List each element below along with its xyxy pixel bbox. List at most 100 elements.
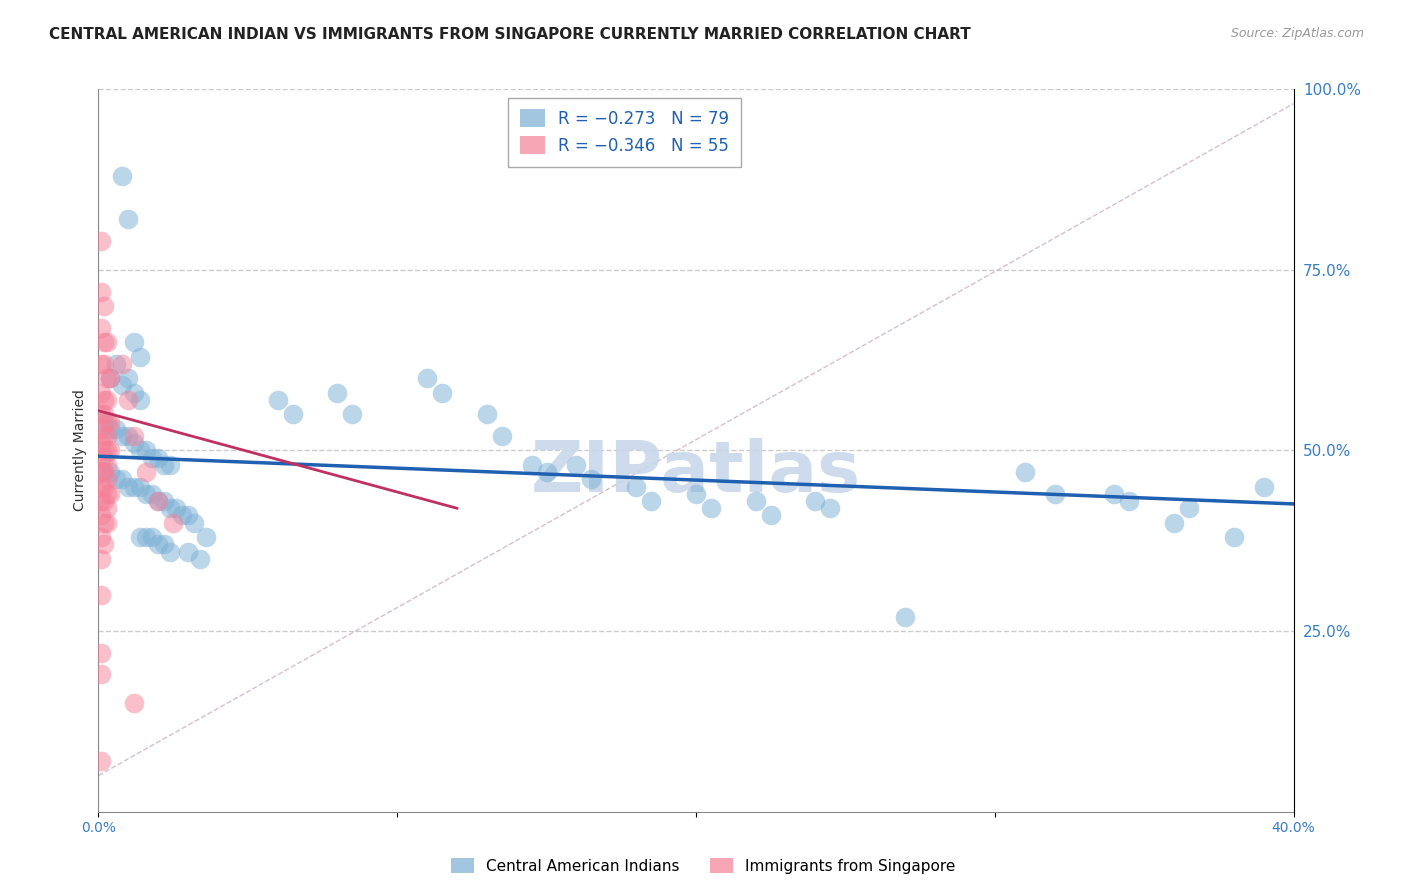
Point <box>894 609 917 624</box>
Point <box>124 334 146 349</box>
Point <box>759 508 782 523</box>
Point <box>135 487 157 501</box>
Point <box>581 472 603 486</box>
Point <box>93 480 115 494</box>
Point <box>96 443 118 458</box>
Text: ZIPatlas: ZIPatlas <box>531 438 860 507</box>
Point <box>135 443 157 458</box>
Text: Source: ZipAtlas.com: Source: ZipAtlas.com <box>1230 27 1364 40</box>
Point <box>117 429 139 443</box>
Point <box>90 480 112 494</box>
Point <box>626 480 648 494</box>
Point <box>124 385 146 400</box>
Point <box>159 544 181 558</box>
Point <box>640 494 662 508</box>
Point <box>93 537 115 551</box>
Point <box>96 334 118 349</box>
Point <box>90 385 112 400</box>
Point <box>90 508 112 523</box>
Point <box>90 754 112 768</box>
Point <box>90 357 112 371</box>
Point <box>105 472 128 486</box>
Point <box>326 385 349 400</box>
Point <box>111 429 134 443</box>
Point <box>124 436 146 450</box>
Point <box>96 501 118 516</box>
Legend: R = −0.273   N = 79, R = −0.346   N = 55: R = −0.273 N = 79, R = −0.346 N = 55 <box>508 97 741 167</box>
Point <box>1163 516 1185 530</box>
Point <box>111 472 134 486</box>
Point <box>93 465 115 479</box>
Point <box>148 450 170 465</box>
Point <box>124 429 146 443</box>
Point <box>93 407 115 421</box>
Point <box>267 392 290 407</box>
Point <box>148 494 170 508</box>
Point <box>90 465 112 479</box>
Point <box>93 450 115 465</box>
Point <box>90 422 112 436</box>
Point <box>1104 487 1126 501</box>
Point <box>90 530 112 544</box>
Point <box>90 320 112 334</box>
Point <box>1043 487 1066 501</box>
Point <box>141 487 163 501</box>
Point <box>565 458 588 472</box>
Point <box>172 508 194 523</box>
Point <box>93 415 115 429</box>
Point <box>90 646 112 660</box>
Point <box>117 212 139 227</box>
Point <box>96 392 118 407</box>
Point <box>96 472 118 486</box>
Point <box>124 696 146 710</box>
Point <box>98 415 122 429</box>
Point <box>90 551 112 566</box>
Point <box>1223 530 1246 544</box>
Point <box>153 537 176 551</box>
Point <box>124 480 146 494</box>
Point <box>183 516 205 530</box>
Point <box>90 450 112 465</box>
Point <box>111 169 134 183</box>
Point <box>96 516 118 530</box>
Point <box>141 450 163 465</box>
Point <box>98 422 122 436</box>
Point <box>90 667 112 681</box>
Point <box>416 371 439 385</box>
Point <box>111 378 134 392</box>
Point <box>96 371 118 385</box>
Point <box>162 516 184 530</box>
Point <box>96 429 118 443</box>
Point <box>93 392 115 407</box>
Point <box>1118 494 1140 508</box>
Point <box>153 458 176 472</box>
Point <box>96 487 118 501</box>
Point <box>188 551 211 566</box>
Point <box>93 334 115 349</box>
Point <box>98 465 122 479</box>
Point <box>90 588 112 602</box>
Point <box>96 458 118 472</box>
Point <box>93 494 115 508</box>
Point <box>536 465 558 479</box>
Point <box>98 443 122 458</box>
Point <box>804 494 827 508</box>
Legend: Central American Indians, Immigrants from Singapore: Central American Indians, Immigrants fro… <box>444 852 962 880</box>
Point <box>685 487 707 501</box>
Point <box>700 501 723 516</box>
Point <box>148 494 170 508</box>
Point <box>745 494 768 508</box>
Point <box>820 501 842 516</box>
Point <box>135 465 157 479</box>
Point <box>90 234 112 248</box>
Point <box>105 422 128 436</box>
Point <box>1178 501 1201 516</box>
Point <box>491 429 513 443</box>
Point <box>93 429 115 443</box>
Point <box>111 357 134 371</box>
Point <box>342 407 364 421</box>
Point <box>159 501 181 516</box>
Point <box>135 530 157 544</box>
Point <box>93 299 115 313</box>
Point <box>1014 465 1036 479</box>
